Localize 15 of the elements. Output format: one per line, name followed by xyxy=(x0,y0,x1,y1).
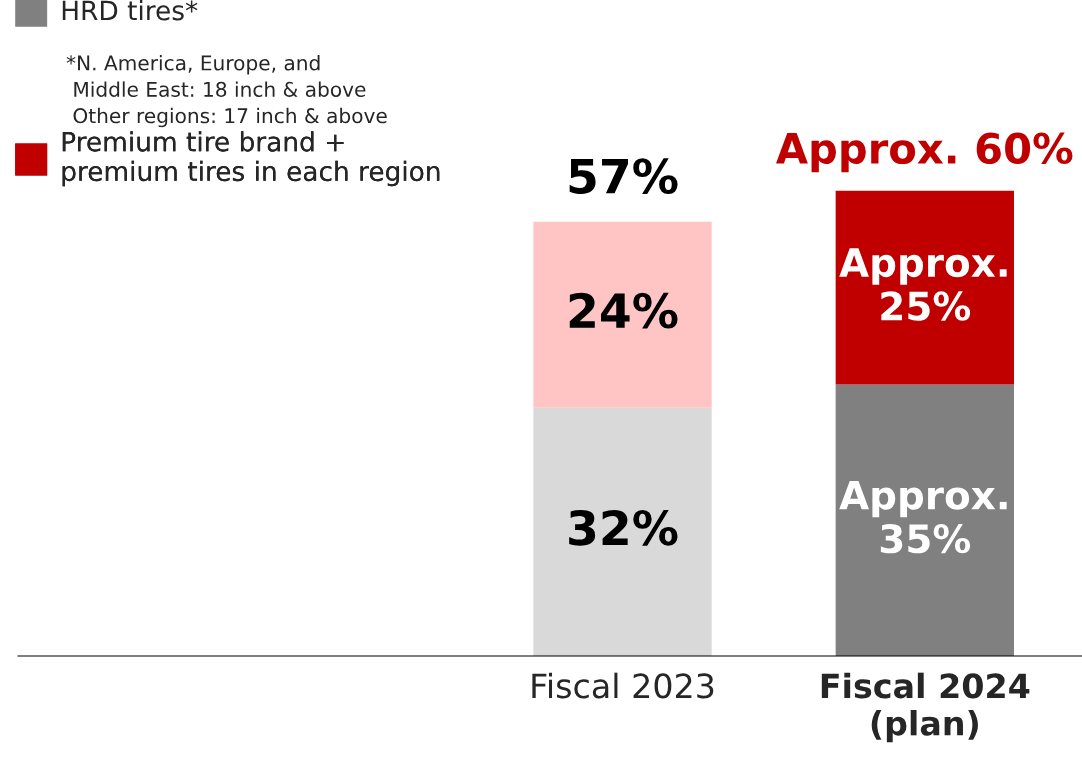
x-tick-label: Fiscal 2024 (plan) xyxy=(821,672,1030,743)
x-tick-label: Fiscal 2023 xyxy=(532,672,714,699)
data-label: 32% xyxy=(569,509,678,546)
data-label: Approx. 25% xyxy=(839,248,1007,321)
legend-label: HRD tires* xyxy=(62,0,198,21)
bar xyxy=(835,384,1014,656)
bar xyxy=(533,407,712,656)
bar xyxy=(533,221,712,408)
bar xyxy=(835,190,1014,385)
data-label: 24% xyxy=(569,292,678,329)
data-label: Approx. 35% xyxy=(839,480,1007,554)
total-label: 57% xyxy=(569,158,678,195)
text: *N. America, Europe, and Middle East: 18 inch & above Other regions: 17 inch & above xyxy=(66,55,387,128)
total-label: Approx. 60% xyxy=(776,132,1073,173)
legend-label: Premium tire brand + premium tires in each region xyxy=(62,131,440,187)
